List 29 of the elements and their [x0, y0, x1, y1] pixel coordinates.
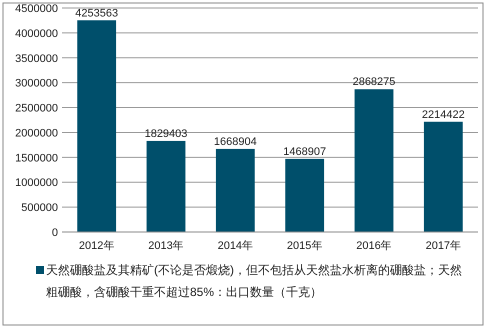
- bar: [146, 140, 186, 232]
- y-tick-label: 500000: [21, 202, 58, 214]
- bar: [424, 122, 463, 232]
- bar: [285, 158, 324, 232]
- y-tick-label: 3500000: [15, 52, 58, 65]
- x-tick-label: 2014年: [218, 240, 254, 252]
- x-tick-label: 2016年: [356, 240, 392, 252]
- y-tick-label: 2000000: [15, 127, 58, 140]
- data-label: 1829403: [144, 128, 188, 140]
- bar: [354, 89, 394, 232]
- data-label: 2868275: [352, 76, 396, 88]
- bar: [77, 20, 116, 232]
- x-tick-label: 2015年: [286, 240, 322, 252]
- y-tick-label: 1000000: [15, 177, 58, 190]
- x-tick-label: 2013年: [148, 240, 184, 252]
- x-tick-label: 2012年: [78, 240, 114, 252]
- data-label: 2214422: [422, 108, 465, 121]
- y-tick-label: 4000000: [15, 28, 58, 40]
- y-tick-label: 1500000: [15, 152, 58, 164]
- data-label: 1468907: [283, 146, 326, 158]
- legend-label: 天然硼酸盐及其精矿(不论是否煅烧)，但不包括从天然盐水析离的硼酸盐；天然粗硼酸，含硼酸干重不超过85%：出口数量（千克）: [46, 262, 463, 301]
- y-tick-label: 0: [52, 227, 58, 239]
- x-tick-label: 2017年: [426, 240, 462, 252]
- y-tick-label: 3000000: [15, 78, 58, 90]
- bar: [216, 148, 255, 232]
- data-label: 4253563: [75, 7, 118, 20]
- y-tick-label: 4500000: [15, 3, 58, 15]
- data-label: 1668904: [214, 136, 257, 148]
- y-tick-label: 2500000: [15, 102, 58, 115]
